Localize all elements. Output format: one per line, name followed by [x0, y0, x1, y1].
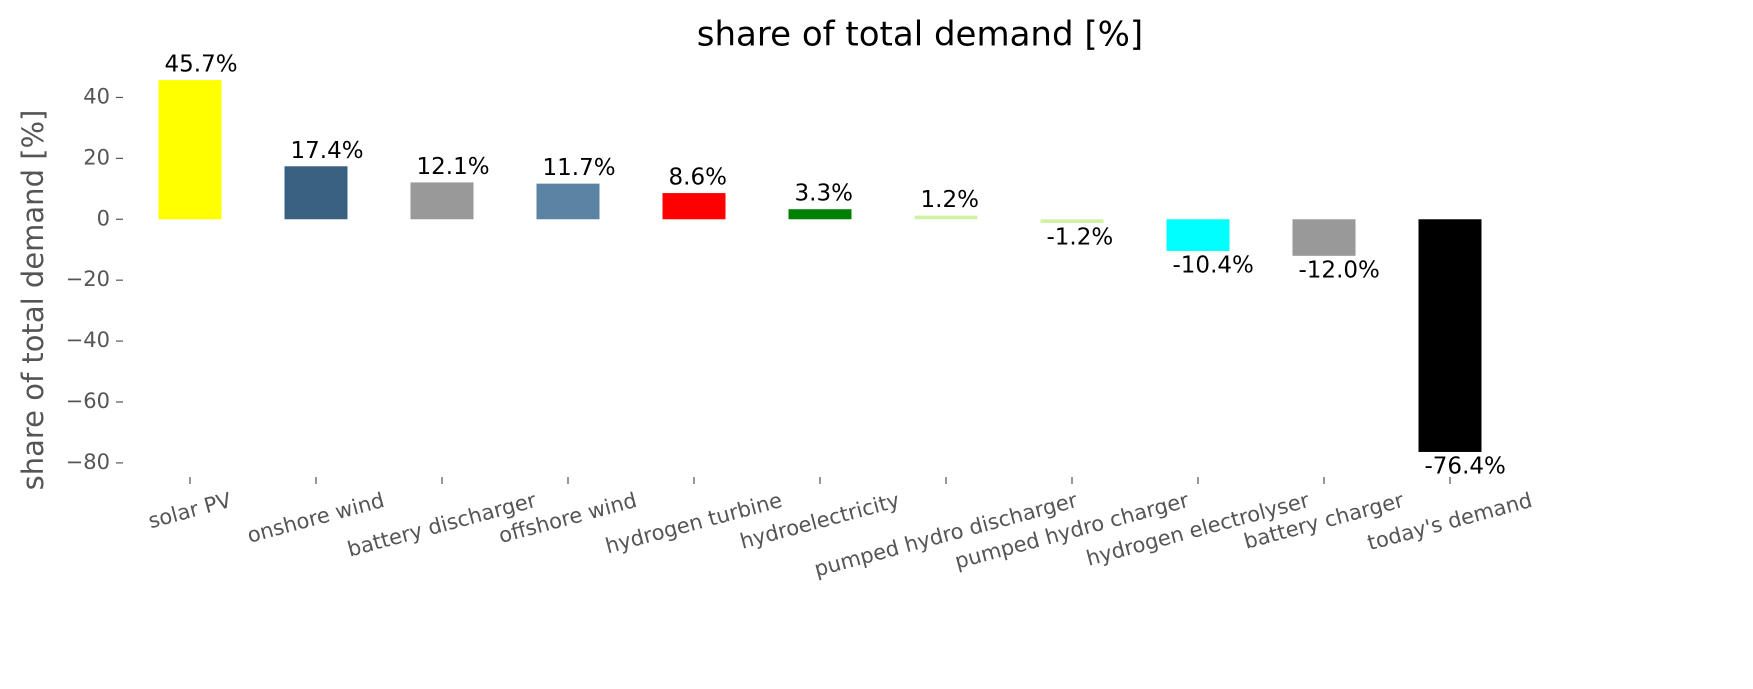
- bar: [284, 166, 348, 220]
- value-label: 45.7%: [165, 52, 238, 78]
- bar: [662, 193, 726, 220]
- value-label: 3.3%: [795, 181, 853, 207]
- y-tick-label: 40: [83, 84, 110, 108]
- bar: [158, 80, 222, 220]
- value-label: -76.4%: [1425, 453, 1506, 479]
- value-label: 17.4%: [291, 138, 364, 164]
- bar: [1292, 219, 1356, 256]
- chart-title: share of total demand [%]: [697, 15, 1143, 55]
- y-tick-label: −20: [66, 267, 110, 291]
- bar: [1166, 219, 1230, 251]
- y-axis-label: share of total demand [%]: [16, 110, 50, 491]
- value-label: -10.4%: [1173, 252, 1254, 278]
- y-tick-label: 0: [97, 206, 110, 230]
- bar: [536, 183, 600, 220]
- bar: [788, 209, 852, 220]
- value-label: 8.6%: [669, 165, 727, 191]
- y-tick-label: −80: [66, 450, 110, 474]
- bar: [914, 215, 978, 220]
- bar: [1040, 219, 1104, 223]
- y-tick-label: −40: [66, 328, 110, 352]
- value-label: 12.1%: [417, 154, 490, 180]
- value-label: 1.2%: [921, 187, 979, 213]
- value-label: 11.7%: [543, 155, 616, 181]
- bar: [410, 182, 474, 220]
- y-tick-label: 20: [83, 145, 110, 169]
- y-tick-label: −60: [66, 389, 110, 413]
- x-tick-label: solar PV: [146, 488, 235, 533]
- bar: [1418, 219, 1482, 452]
- value-label: -1.2%: [1047, 224, 1114, 250]
- value-label: -12.0%: [1299, 257, 1380, 283]
